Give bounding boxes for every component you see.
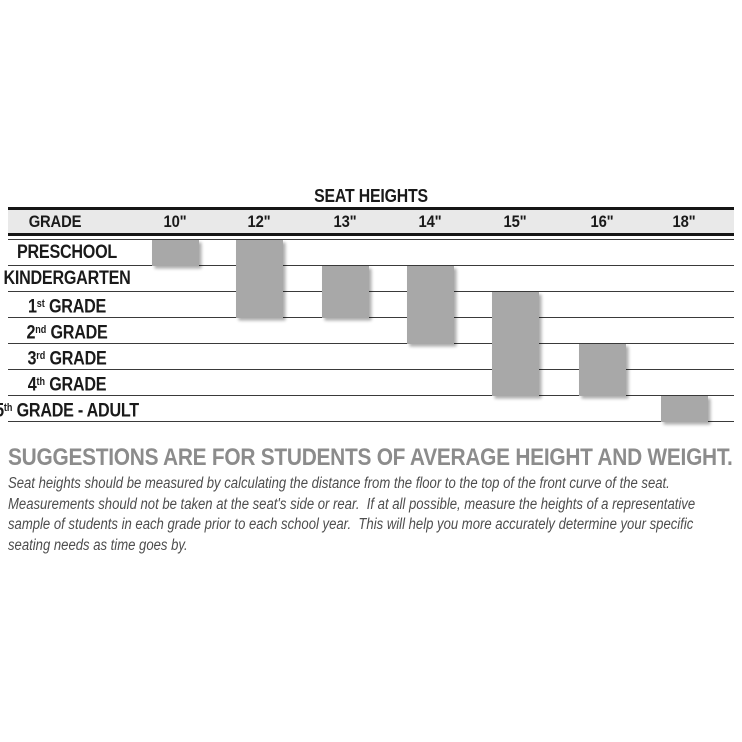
seat-height-bar: [406, 266, 454, 344]
seat-height-bar: [491, 292, 539, 396]
seat-height-bar: [578, 344, 626, 396]
grade-row: KINDERGARTEN: [3, 266, 734, 292]
grade-row-label: PRESCHOOL: [16, 242, 118, 263]
seat-height-bar: [235, 240, 283, 318]
column-header: 13": [333, 212, 357, 231]
column-header: 18": [672, 212, 696, 231]
seat-height-bar: [321, 266, 369, 318]
grade-row-label: 4th GRADE: [27, 374, 107, 396]
column-header: 15": [503, 212, 527, 231]
grade-column-header: GRADE: [28, 212, 82, 231]
seat-height-bar: [151, 240, 199, 266]
grade-row-label: KINDERGARTEN: [3, 268, 131, 289]
body-text-line: sample of students in each grade prior t…: [8, 516, 694, 533]
grade-row-label: 2nd GRADE: [26, 322, 108, 344]
suggestions-heading: SUGGESTIONS ARE FOR STUDENTS OF AVERAGE …: [8, 444, 733, 471]
body-text: Seat heights should be measured by calcu…: [8, 474, 695, 556]
grade-row-label: 3rd GRADE: [27, 348, 107, 370]
column-header: 16": [590, 212, 614, 231]
seat-height-bar: [660, 396, 708, 422]
body-text-line: seating needs as time goes by.: [8, 536, 188, 554]
column-header: 10": [163, 212, 187, 231]
grade-row: 5th GRADE - ADULT: [0, 396, 734, 422]
chart-title: SEAT HEIGHTS: [314, 186, 428, 206]
table-header-row: GRADE 10" 12" 13" 14" 15" 16" 18": [8, 207, 734, 236]
column-header: 14": [418, 212, 442, 231]
body-text-line: Measurements should not be taken at the …: [8, 495, 696, 513]
grade-row: PRESCHOOL: [8, 240, 734, 266]
grade-row: 1st GRADE: [8, 292, 734, 318]
column-header: 12": [247, 212, 271, 231]
body-text-line: Seat heights should be measured by calcu…: [8, 475, 670, 492]
grade-row: 2nd GRADE: [8, 318, 734, 344]
grade-row-label: 1st GRADE: [27, 296, 107, 318]
grade-row-label: 5th GRADE - ADULT: [0, 400, 139, 422]
